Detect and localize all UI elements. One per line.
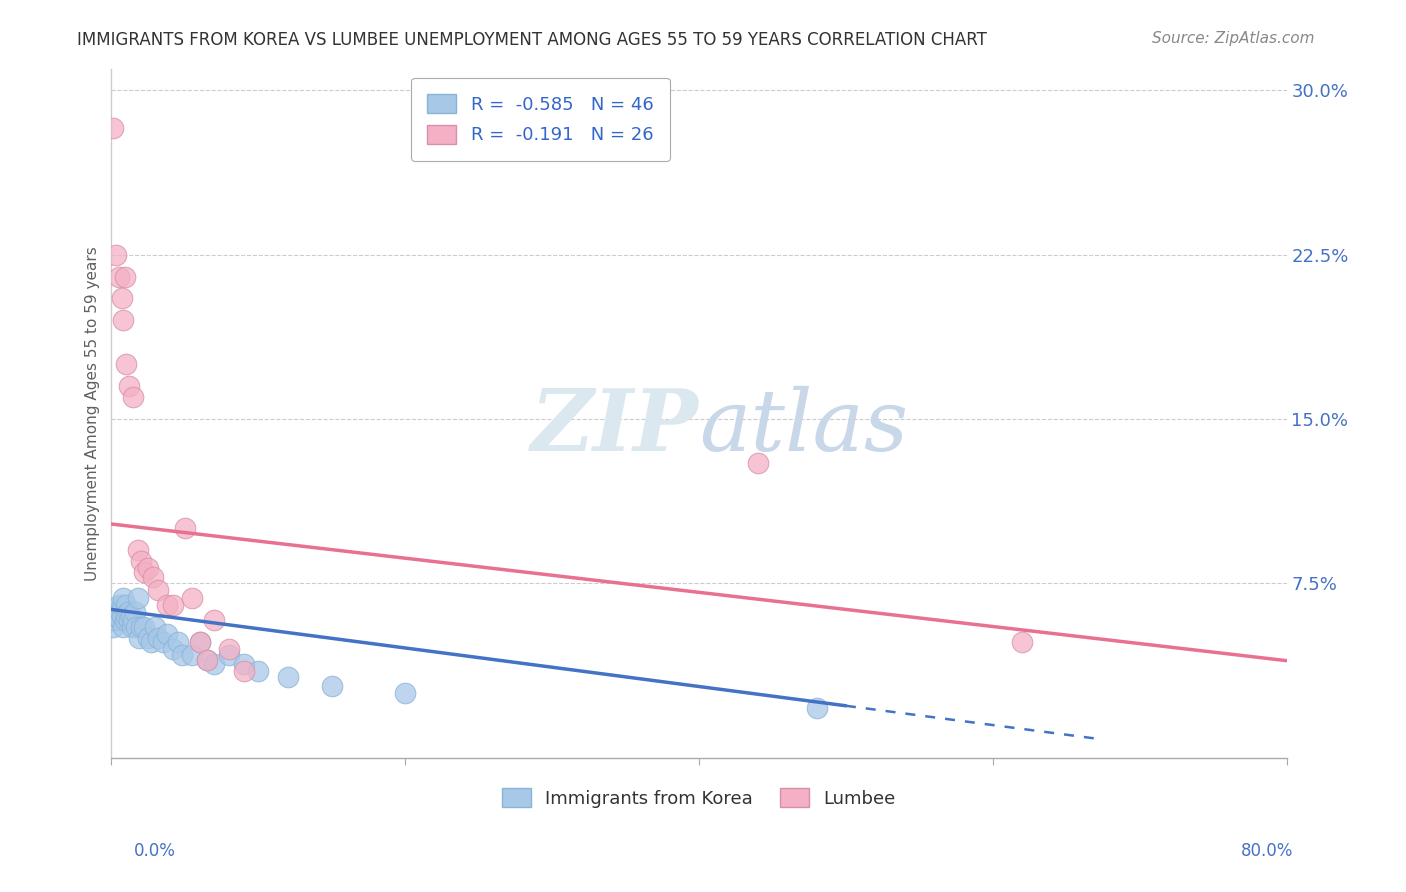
Point — [110, 613, 132, 627]
Text: ZIP: ZIP — [531, 385, 699, 469]
Point — [105, 605, 128, 619]
Point — [166, 635, 188, 649]
Point — [141, 569, 163, 583]
Point — [148, 631, 170, 645]
Point — [181, 591, 204, 606]
Point — [103, 613, 125, 627]
Point — [129, 620, 152, 634]
Text: 0.0%: 0.0% — [134, 842, 176, 860]
Point — [127, 591, 149, 606]
Point — [129, 554, 152, 568]
Point — [110, 605, 132, 619]
Point — [156, 598, 179, 612]
Point — [173, 521, 195, 535]
Point — [202, 613, 225, 627]
Point — [188, 635, 211, 649]
Point — [247, 664, 270, 678]
Point — [111, 598, 134, 612]
Point — [277, 670, 299, 684]
Point — [806, 701, 828, 715]
Point — [122, 390, 145, 404]
Point — [145, 620, 167, 634]
Point — [170, 648, 193, 663]
Point — [120, 609, 142, 624]
Point — [1011, 635, 1033, 649]
Point — [104, 247, 127, 261]
Point — [148, 582, 170, 597]
Point — [232, 657, 254, 672]
Text: 80.0%: 80.0% — [1241, 842, 1294, 860]
Point — [124, 605, 146, 619]
Point — [132, 565, 155, 579]
Text: atlas: atlas — [699, 386, 908, 468]
Text: Source: ZipAtlas.com: Source: ZipAtlas.com — [1152, 31, 1315, 46]
Point — [122, 613, 145, 627]
Point — [162, 641, 184, 656]
Point — [107, 269, 129, 284]
Point — [218, 641, 240, 656]
Point — [115, 357, 138, 371]
Point — [181, 648, 204, 663]
Point — [747, 456, 769, 470]
Point — [115, 598, 138, 612]
Y-axis label: Unemployment Among Ages 55 to 59 years: Unemployment Among Ages 55 to 59 years — [86, 246, 100, 581]
Point — [321, 679, 343, 693]
Point — [139, 635, 162, 649]
Point — [107, 609, 129, 624]
Point — [195, 653, 218, 667]
Point — [112, 591, 135, 606]
Point — [128, 631, 150, 645]
Point — [136, 561, 159, 575]
Point — [125, 620, 148, 634]
Point — [118, 613, 141, 627]
Point — [152, 635, 174, 649]
Point — [114, 269, 136, 284]
Point — [232, 664, 254, 678]
Point — [118, 379, 141, 393]
Legend: Immigrants from Korea, Lumbee: Immigrants from Korea, Lumbee — [495, 780, 903, 815]
Point — [111, 609, 134, 624]
Point — [114, 613, 136, 627]
Point — [112, 620, 135, 634]
Text: IMMIGRANTS FROM KOREA VS LUMBEE UNEMPLOYMENT AMONG AGES 55 TO 59 YEARS CORRELATI: IMMIGRANTS FROM KOREA VS LUMBEE UNEMPLOY… — [77, 31, 987, 49]
Point — [202, 657, 225, 672]
Point — [132, 620, 155, 634]
Point — [188, 635, 211, 649]
Point — [107, 598, 129, 612]
Point — [121, 620, 143, 634]
Point — [136, 631, 159, 645]
Point — [101, 620, 124, 634]
Point — [111, 292, 134, 306]
Point — [218, 648, 240, 663]
Point — [115, 609, 138, 624]
Point — [394, 686, 416, 700]
Point — [195, 653, 218, 667]
Point — [117, 605, 139, 619]
Point — [162, 598, 184, 612]
Point — [101, 120, 124, 135]
Point — [104, 609, 127, 624]
Point — [127, 543, 149, 558]
Point — [156, 626, 179, 640]
Point — [112, 313, 135, 327]
